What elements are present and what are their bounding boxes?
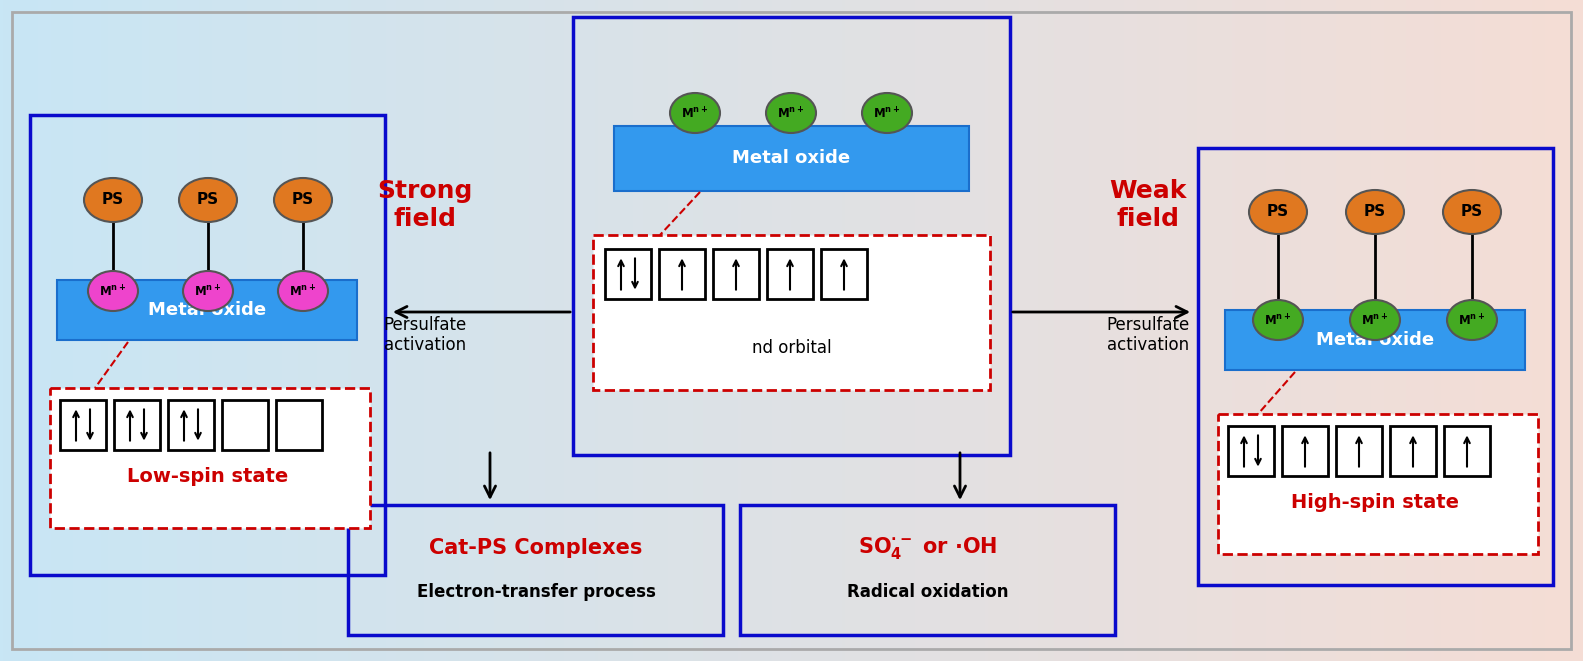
Text: PS: PS bbox=[101, 192, 123, 208]
FancyBboxPatch shape bbox=[768, 249, 814, 299]
Ellipse shape bbox=[1346, 190, 1404, 234]
FancyBboxPatch shape bbox=[222, 400, 268, 450]
FancyBboxPatch shape bbox=[1336, 426, 1382, 476]
Text: $\mathbf{M^{n+}}$: $\mathbf{M^{n+}}$ bbox=[290, 284, 317, 299]
Text: $\mathbf{SO_4^{\bullet-}}$ or $\mathbf{\bullet OH}$: $\mathbf{SO_4^{\bullet-}}$ or $\mathbf{\… bbox=[858, 535, 997, 561]
FancyBboxPatch shape bbox=[275, 400, 321, 450]
Text: $\mathbf{M^{n+}}$: $\mathbf{M^{n+}}$ bbox=[681, 106, 709, 122]
Ellipse shape bbox=[1254, 300, 1303, 340]
FancyBboxPatch shape bbox=[1217, 414, 1539, 554]
Ellipse shape bbox=[766, 93, 815, 133]
Text: PS: PS bbox=[291, 192, 313, 208]
FancyBboxPatch shape bbox=[1282, 426, 1328, 476]
Ellipse shape bbox=[670, 93, 720, 133]
Text: Weak
field: Weak field bbox=[1110, 179, 1187, 231]
FancyBboxPatch shape bbox=[114, 400, 160, 450]
Text: Radical oxidation: Radical oxidation bbox=[847, 583, 1008, 601]
Ellipse shape bbox=[89, 271, 138, 311]
FancyBboxPatch shape bbox=[712, 249, 758, 299]
Text: nd orbital: nd orbital bbox=[752, 339, 831, 357]
FancyBboxPatch shape bbox=[594, 235, 989, 390]
Text: PS: PS bbox=[196, 192, 218, 208]
FancyBboxPatch shape bbox=[1390, 426, 1436, 476]
Text: Metal oxide: Metal oxide bbox=[733, 149, 850, 167]
Ellipse shape bbox=[184, 271, 233, 311]
Text: Persulfate
activation: Persulfate activation bbox=[1107, 315, 1190, 354]
Text: Strong
field: Strong field bbox=[377, 179, 473, 231]
FancyBboxPatch shape bbox=[60, 400, 106, 450]
Ellipse shape bbox=[274, 178, 332, 222]
FancyBboxPatch shape bbox=[659, 249, 704, 299]
Text: $\mathbf{M^{n+}}$: $\mathbf{M^{n+}}$ bbox=[777, 106, 804, 122]
Text: Metal oxide: Metal oxide bbox=[1317, 331, 1434, 349]
FancyBboxPatch shape bbox=[1225, 310, 1526, 370]
FancyBboxPatch shape bbox=[605, 249, 651, 299]
Text: Electron-transfer process: Electron-transfer process bbox=[416, 583, 655, 601]
FancyBboxPatch shape bbox=[614, 126, 969, 190]
Text: $\mathbf{M^{n+}}$: $\mathbf{M^{n+}}$ bbox=[874, 106, 901, 122]
Text: $\mathbf{M^{n+}}$: $\mathbf{M^{n+}}$ bbox=[195, 284, 222, 299]
Ellipse shape bbox=[1350, 300, 1399, 340]
FancyBboxPatch shape bbox=[822, 249, 867, 299]
Text: PS: PS bbox=[1365, 204, 1387, 219]
Text: PS: PS bbox=[1461, 204, 1483, 219]
Text: $\mathbf{M^{n+}}$: $\mathbf{M^{n+}}$ bbox=[100, 284, 127, 299]
Text: Cat-PS Complexes: Cat-PS Complexes bbox=[429, 538, 643, 558]
Text: PS: PS bbox=[1266, 204, 1289, 219]
Ellipse shape bbox=[84, 178, 142, 222]
Ellipse shape bbox=[1447, 300, 1498, 340]
Ellipse shape bbox=[1249, 190, 1308, 234]
Text: Persulfate
activation: Persulfate activation bbox=[383, 315, 467, 354]
Ellipse shape bbox=[279, 271, 328, 311]
Text: Low-spin state: Low-spin state bbox=[127, 467, 288, 486]
FancyBboxPatch shape bbox=[168, 400, 214, 450]
Text: $\mathbf{M^{n+}}$: $\mathbf{M^{n+}}$ bbox=[1458, 313, 1485, 329]
Ellipse shape bbox=[863, 93, 912, 133]
FancyBboxPatch shape bbox=[1444, 426, 1490, 476]
FancyBboxPatch shape bbox=[1228, 426, 1274, 476]
Text: High-spin state: High-spin state bbox=[1292, 492, 1460, 512]
Ellipse shape bbox=[1444, 190, 1501, 234]
FancyBboxPatch shape bbox=[57, 280, 358, 340]
FancyBboxPatch shape bbox=[51, 388, 370, 528]
Text: $\mathbf{M^{n+}}$: $\mathbf{M^{n+}}$ bbox=[1265, 313, 1292, 329]
Text: Metal oxide: Metal oxide bbox=[149, 301, 266, 319]
Ellipse shape bbox=[179, 178, 237, 222]
Text: $\mathbf{M^{n+}}$: $\mathbf{M^{n+}}$ bbox=[1361, 313, 1388, 329]
